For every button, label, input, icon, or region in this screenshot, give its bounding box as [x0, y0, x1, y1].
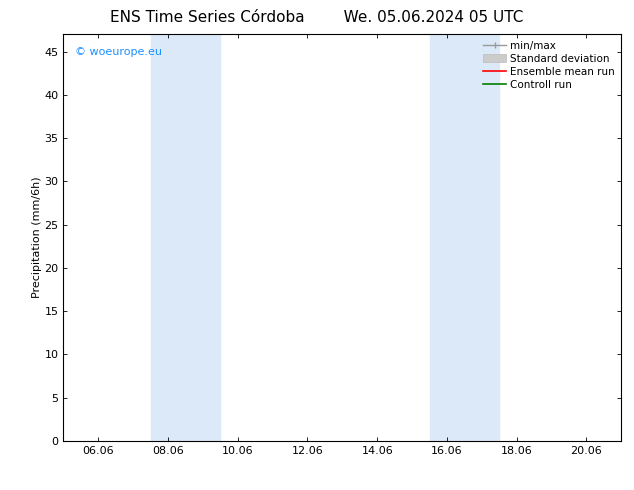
Legend: min/max, Standard deviation, Ensemble mean run, Controll run: min/max, Standard deviation, Ensemble me…	[479, 36, 619, 94]
Text: ENS Time Series Córdoba        We. 05.06.2024 05 UTC: ENS Time Series Córdoba We. 05.06.2024 0…	[110, 10, 524, 25]
Bar	[150, 34, 221, 441]
Bar	[429, 34, 500, 441]
Text: © woeurope.eu: © woeurope.eu	[75, 47, 162, 56]
Y-axis label: Precipitation (mm/6h): Precipitation (mm/6h)	[32, 177, 42, 298]
